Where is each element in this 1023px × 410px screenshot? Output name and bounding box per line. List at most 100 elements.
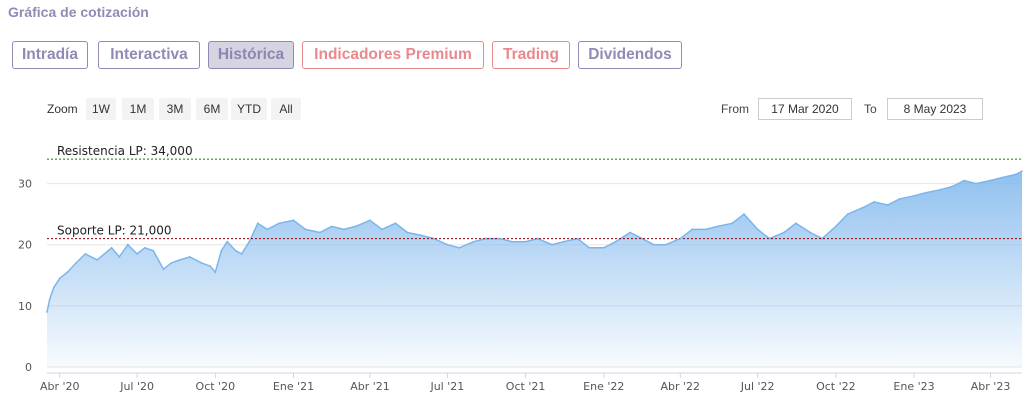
data-points	[46, 170, 1023, 313]
data-point	[126, 243, 129, 246]
data-point	[576, 237, 579, 240]
data-point	[472, 240, 475, 243]
price-chart: Resistencia LP: 34,000 Soporte LP: 21,000…	[18, 144, 1023, 393]
data-point	[354, 225, 357, 228]
data-point	[861, 207, 864, 209]
data-point	[292, 219, 295, 222]
data-point	[152, 249, 155, 252]
y-tick-label: 20	[18, 239, 32, 252]
zoom-1w-button[interactable]: 1W	[86, 98, 116, 120]
data-point	[278, 222, 280, 225]
zoom-3m-button[interactable]: 3M	[159, 98, 191, 120]
data-point	[394, 222, 397, 225]
y-axis-ticks: 0 10 20 30	[18, 178, 32, 374]
data-point	[209, 265, 212, 267]
y-tick-label: 30	[18, 178, 32, 191]
tab-intradia[interactable]: Intradía	[12, 41, 88, 69]
y-tick-label: 0	[25, 361, 32, 374]
data-point	[214, 271, 217, 274]
data-point	[200, 262, 203, 264]
data-point	[951, 185, 954, 188]
data-point	[188, 256, 191, 258]
data-point	[406, 231, 409, 234]
data-point	[240, 253, 243, 255]
tab-interactiva[interactable]: Interactiva	[98, 41, 200, 69]
data-point	[664, 243, 667, 246]
from-date-input[interactable]: 17 Mar 2020	[758, 98, 852, 120]
data-point	[304, 228, 307, 231]
data-point	[679, 237, 682, 240]
to-label: To	[864, 102, 877, 116]
zoom-ytd-button[interactable]: YTD	[231, 98, 267, 120]
zoom-1m-button[interactable]: 1M	[122, 98, 154, 120]
data-point	[178, 259, 181, 261]
x-tick-label: Jul '21	[429, 380, 464, 393]
data-point	[369, 219, 371, 222]
data-point	[118, 256, 121, 258]
data-point	[66, 271, 69, 274]
x-tick-label: Jul '20	[119, 380, 154, 393]
resistance-label: Resistencia LP: 34,000	[57, 144, 193, 158]
data-point	[319, 231, 321, 234]
support-label: Soporte LP: 21,000	[57, 224, 172, 238]
page-title: Gráfica de cotización	[8, 4, 149, 20]
data-point	[989, 179, 992, 182]
data-point	[588, 246, 591, 249]
from-label: From	[721, 102, 749, 116]
data-point	[381, 228, 383, 231]
data-point	[846, 213, 849, 215]
data-point	[143, 246, 146, 249]
data-point	[629, 231, 631, 234]
x-tick-label: Jul '22	[740, 380, 775, 393]
x-tick-label: Ene '22	[583, 380, 624, 393]
data-point	[756, 228, 759, 231]
data-point	[458, 246, 461, 249]
data-point	[48, 298, 51, 301]
data-point	[898, 198, 901, 200]
zoom-label: Zoom	[47, 102, 78, 116]
data-point	[1021, 170, 1023, 173]
x-tick-label: Ene '23	[893, 380, 934, 393]
data-point	[731, 222, 733, 225]
data-point	[886, 204, 889, 206]
data-point	[925, 191, 927, 194]
tab-indicadores-premium[interactable]: Indicadores Premium	[302, 41, 484, 69]
data-point	[653, 243, 655, 246]
zoom-6m-button[interactable]: 6M	[196, 98, 228, 120]
data-point	[162, 268, 165, 271]
data-point	[46, 311, 48, 313]
data-point	[110, 246, 113, 249]
y-tick-label: 10	[18, 300, 32, 313]
data-point	[743, 213, 745, 215]
data-point	[170, 262, 173, 264]
x-tick-label: Abr '22	[661, 380, 701, 393]
data-point	[704, 228, 707, 231]
x-tick-label: Ene '21	[273, 380, 314, 393]
data-point	[96, 259, 99, 261]
zoom-all-button[interactable]: All	[271, 98, 301, 120]
tab-trading[interactable]: Trading	[492, 41, 570, 69]
data-point	[1015, 173, 1017, 176]
tab-historica[interactable]: Histórica	[208, 41, 294, 69]
data-point	[975, 182, 977, 185]
data-point	[330, 225, 333, 228]
data-point	[226, 240, 229, 243]
data-point	[913, 194, 915, 197]
data-point	[484, 237, 487, 240]
tab-dividendos[interactable]: Dividendos	[578, 41, 682, 69]
data-point	[136, 253, 139, 255]
data-point	[536, 237, 539, 240]
to-date-input[interactable]: 8 May 2023	[887, 98, 983, 120]
x-tick-label: Oct '20	[196, 380, 236, 393]
data-point	[602, 246, 605, 249]
data-point	[266, 228, 269, 231]
data-point	[795, 222, 797, 225]
data-point	[511, 240, 513, 243]
x-tick-label: Abr '23	[971, 380, 1011, 393]
data-point	[220, 249, 223, 252]
data-point	[499, 237, 501, 240]
data-point	[421, 234, 423, 237]
data-point	[562, 240, 565, 243]
data-point	[939, 188, 942, 191]
data-point	[75, 262, 77, 264]
